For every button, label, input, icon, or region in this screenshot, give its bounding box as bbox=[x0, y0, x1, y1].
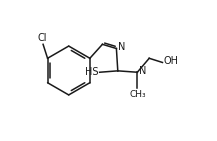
Text: HS: HS bbox=[85, 67, 99, 77]
Text: CH₃: CH₃ bbox=[129, 90, 146, 99]
Text: N: N bbox=[139, 66, 146, 76]
Text: OH: OH bbox=[164, 56, 179, 66]
Text: N: N bbox=[118, 42, 125, 52]
Text: Cl: Cl bbox=[38, 33, 47, 43]
